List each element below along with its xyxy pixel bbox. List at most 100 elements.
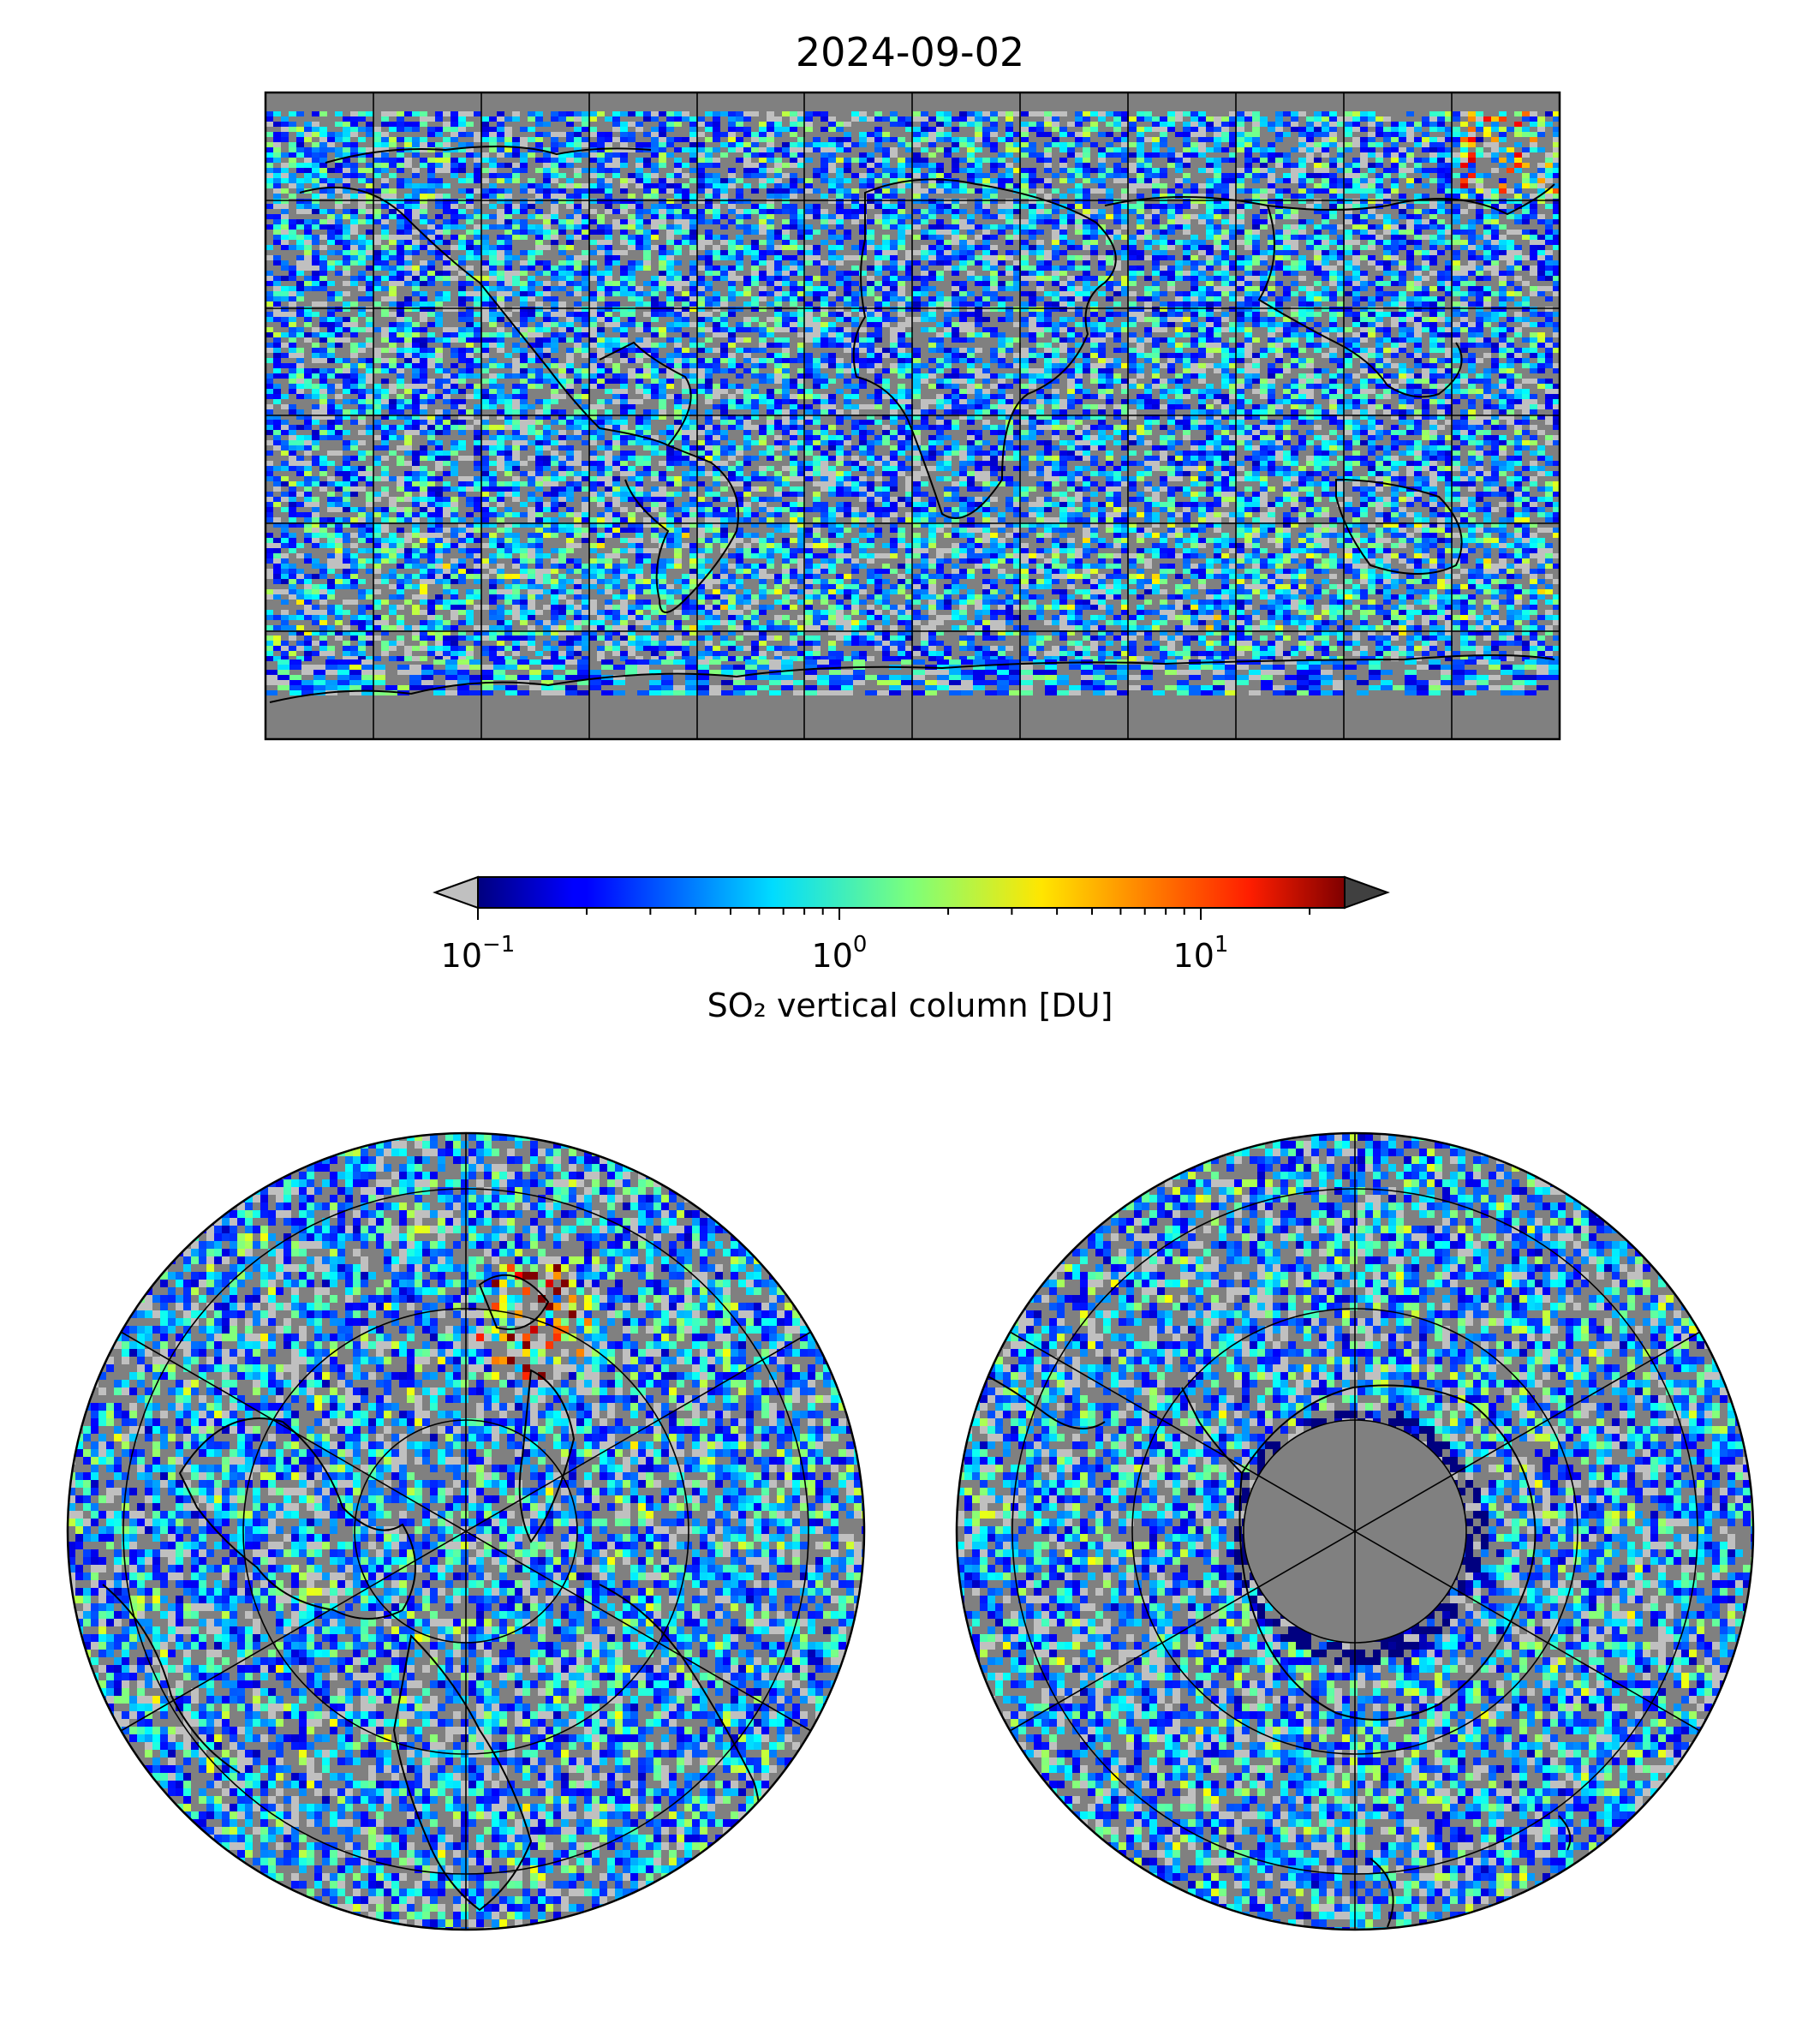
so2-pixel [1314, 240, 1322, 245]
so2-pixel [936, 219, 944, 224]
so2-pixel [928, 255, 936, 260]
so2-pixel [389, 312, 397, 317]
so2-pixel [1345, 116, 1352, 122]
so2-pixel [528, 266, 535, 271]
so2-pixel [1322, 168, 1329, 173]
so2-pixel [420, 307, 427, 312]
so2-pixel [1198, 147, 1206, 152]
so2-pixel [1144, 214, 1152, 219]
so2-pixel [697, 291, 705, 296]
so2-pixel [412, 291, 420, 296]
so2-pixel [1021, 230, 1029, 235]
so2-pixel [820, 327, 828, 332]
so2-pixel [266, 147, 273, 152]
so2-pixel [1029, 142, 1036, 147]
so2-pixel [427, 235, 435, 240]
so2-pixel [1214, 168, 1221, 173]
so2-pixel [366, 296, 373, 301]
so2-pixel [1360, 204, 1368, 209]
so2-pixel [1059, 219, 1067, 224]
so2-pixel [928, 173, 936, 178]
so2-pixel [1175, 260, 1183, 266]
so2-pixel [620, 163, 628, 168]
so2-pixel [1113, 116, 1121, 122]
so2-pixel [844, 296, 851, 301]
so2-pixel [1406, 158, 1414, 163]
so2-pixel [1375, 240, 1383, 245]
so2-pixel [304, 152, 312, 158]
so2-pixel [705, 127, 713, 132]
so2-pixel [312, 281, 319, 286]
so2-pixel [1021, 204, 1029, 209]
so2-pixel [1052, 173, 1059, 178]
so2-pixel [944, 322, 952, 327]
so2-pixel [397, 219, 404, 224]
so2-pixel [1345, 209, 1352, 214]
so2-pixel [1476, 137, 1483, 142]
so2-pixel [867, 307, 874, 312]
so2-pixel [566, 224, 574, 230]
so2-pixel [1206, 281, 1214, 286]
so2-pixel [289, 163, 296, 168]
so2-pixel [1322, 183, 1329, 188]
so2-pixel [990, 188, 998, 194]
so2-pixel [705, 281, 713, 286]
so2-pixel [1214, 183, 1221, 188]
so2-pixel [659, 158, 666, 163]
so2-pixel [358, 173, 366, 178]
so2-pixel [1383, 219, 1391, 224]
so2-pixel [1360, 152, 1368, 158]
so2-pixel [551, 219, 558, 224]
so2-pixel [713, 235, 720, 240]
so2-pixel [1514, 255, 1522, 260]
so2-pixel [1329, 322, 1337, 327]
so2-pixel [1375, 260, 1383, 266]
so2-pixel [404, 178, 412, 183]
so2-pixel [1298, 301, 1306, 307]
so2-pixel [1160, 250, 1167, 255]
so2-pixel [1306, 142, 1314, 147]
so2-pixel [1152, 266, 1160, 271]
so2-pixel [952, 163, 959, 168]
so2-pixel [466, 291, 474, 296]
so2-pixel [605, 194, 612, 199]
so2-pixel [952, 168, 959, 173]
so2-pixel [867, 204, 874, 209]
so2-pixel [1360, 235, 1368, 240]
so2-pixel [1298, 199, 1306, 204]
so2-pixel [1499, 235, 1507, 240]
so2-pixel [689, 307, 697, 312]
so2-pixel [813, 173, 820, 178]
so2-pixel [975, 255, 982, 260]
so2-pixel [535, 301, 543, 307]
so2-pixel [1021, 183, 1029, 188]
so2-pixel [574, 152, 582, 158]
so2-pixel [1306, 260, 1314, 266]
so2-pixel [373, 260, 381, 266]
so2-pixel [481, 188, 489, 194]
so2-pixel [612, 158, 620, 163]
so2-pixel [936, 296, 944, 301]
so2-pixel [1021, 260, 1029, 266]
so2-pixel [1375, 224, 1383, 230]
so2-pixel [1406, 137, 1414, 142]
so2-pixel [651, 281, 659, 286]
so2-pixel [566, 163, 574, 168]
so2-pixel [1059, 178, 1067, 183]
so2-pixel [1237, 147, 1244, 152]
so2-pixel [751, 245, 759, 250]
so2-pixel [1244, 132, 1252, 137]
so2-pixel [1399, 173, 1406, 178]
so2-pixel [1229, 199, 1237, 204]
so2-pixel [1476, 276, 1483, 281]
so2-pixel [1090, 235, 1098, 240]
so2-pixel [1129, 188, 1137, 194]
so2-pixel [443, 168, 451, 173]
so2-pixel [990, 127, 998, 132]
so2-pixel [921, 312, 928, 317]
so2-pixel [481, 137, 489, 142]
so2-pixel [474, 158, 481, 163]
so2-pixel [1460, 291, 1468, 296]
so2-pixel [1545, 317, 1553, 322]
so2-pixel [928, 235, 936, 240]
